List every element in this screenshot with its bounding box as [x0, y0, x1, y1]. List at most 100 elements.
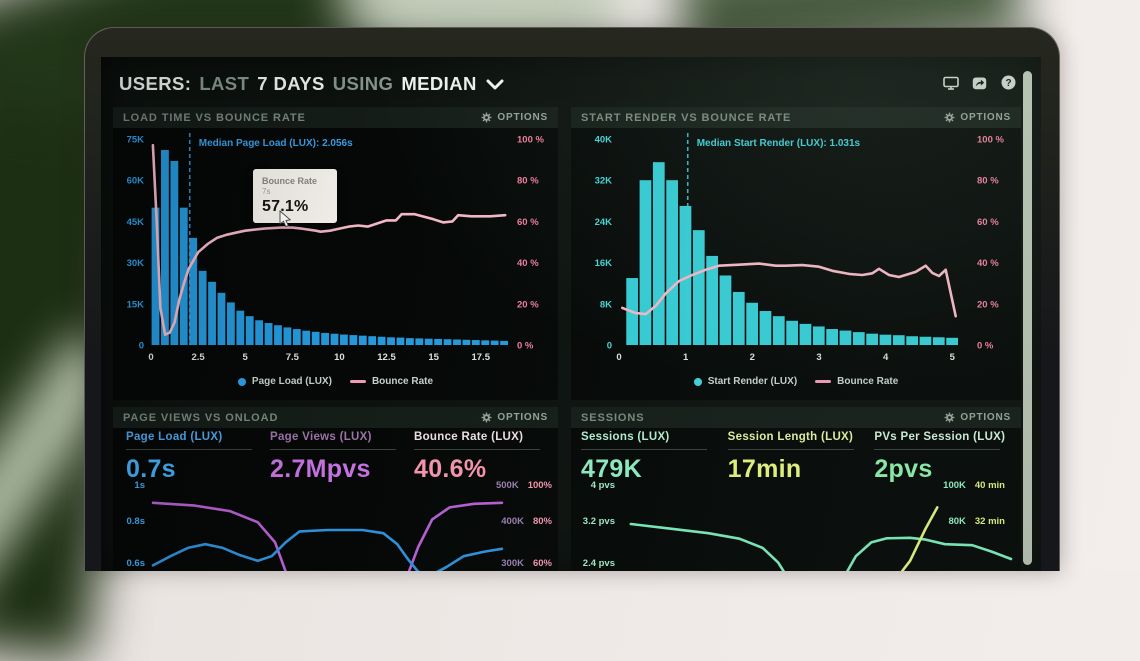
- dashboard-title-dropdown[interactable]: USERS: LAST 7 DAYS USING MEDIAN: [119, 69, 504, 99]
- svg-text:10: 10: [334, 352, 345, 363]
- y-axis-tick-pair: 80K 32 min: [948, 516, 1005, 527]
- svg-text:20 %: 20 %: [517, 299, 539, 310]
- options-button[interactable]: OPTIONS: [944, 412, 1011, 423]
- legend-line-marker: [815, 380, 832, 383]
- y-axis-tick: 0.8s: [126, 516, 146, 527]
- legend-item: Start Render (LUX): [693, 376, 798, 387]
- panel-title: START RENDER VS BOUNCE RATE: [581, 111, 792, 124]
- metric-underline: [270, 449, 396, 450]
- y-axis-tick: 80%: [532, 516, 552, 527]
- metric-label: PVs Per Session (LUX): [874, 431, 1006, 443]
- header-toolbar: ?: [942, 75, 1017, 90]
- legend-item: Page Load (LUX): [237, 376, 332, 387]
- panel-title: LOAD TIME VS BOUNCE RATE: [123, 111, 306, 124]
- legend-dot-marker: [693, 377, 702, 386]
- svg-text:8K: 8K: [600, 299, 612, 310]
- y-axis-tick: 100K: [943, 480, 966, 491]
- y-axis-tick-pair: 100K 40 min: [943, 480, 1005, 491]
- legend: Page Load (LUX) Bounce Rate: [113, 376, 558, 387]
- svg-text:15K: 15K: [127, 299, 145, 310]
- svg-text:40 %: 40 %: [517, 258, 539, 269]
- legend-line-marker: [349, 380, 366, 383]
- metric-value: 0.7s: [126, 455, 176, 483]
- svg-text:100 %: 100 %: [977, 135, 1004, 146]
- svg-text:0: 0: [139, 341, 144, 352]
- display-icon[interactable]: [942, 75, 959, 90]
- svg-text:30K: 30K: [127, 258, 145, 269]
- svg-text:15: 15: [428, 352, 439, 363]
- y-axis-tick: 300K: [501, 558, 524, 569]
- svg-text:0 %: 0 %: [977, 341, 994, 352]
- legend-label: Bounce Rate: [371, 376, 434, 387]
- y-axis-tick-pair: 500K 100%: [496, 480, 552, 491]
- metric-block: PVs Per Session (LUX) 2pvs: [874, 431, 1021, 484]
- svg-text:4: 4: [883, 352, 889, 363]
- y-axis-tick: 400K: [501, 516, 524, 527]
- header-title-part: USING: [332, 73, 394, 94]
- svg-text:60 %: 60 %: [517, 217, 539, 228]
- y-axis-tick: 40 min: [974, 480, 1005, 491]
- svg-text:32K: 32K: [595, 176, 613, 187]
- gear-icon: [481, 412, 492, 423]
- header-title-part: USERS:: [119, 73, 192, 94]
- page-views-onload-chart[interactable]: 1s 0.8s 0.6s 500K 100% 400K 80% 300K 60%: [113, 478, 558, 571]
- options-button[interactable]: OPTIONS: [481, 112, 548, 123]
- help-icon[interactable]: ?: [1000, 75, 1017, 90]
- y-axis-tick-pair: 400K 80%: [501, 516, 552, 527]
- metric-underline: [727, 449, 854, 450]
- svg-text:24K: 24K: [595, 217, 613, 228]
- svg-text:16K: 16K: [595, 258, 613, 269]
- metrics-row: Page Load (LUX) 0.7s Page Views (LUX) 2.7Mp…: [113, 431, 558, 484]
- legend-item: Bounce Rate: [349, 376, 434, 387]
- svg-text:3: 3: [816, 352, 821, 363]
- scrollbar[interactable]: [1023, 71, 1032, 565]
- svg-text:Median Start Render (LUX): 1.0: Median Start Render (LUX): 1.031s: [697, 138, 861, 149]
- metric-label: Page Load (LUX): [126, 431, 223, 443]
- svg-text:45K: 45K: [127, 217, 145, 228]
- svg-text:75K: 75K: [127, 135, 145, 146]
- gear-icon: [481, 112, 492, 123]
- panel-start-render-vs-bounce-rate: START RENDER VS BOUNCE RATE OPTIONS Medi…: [571, 107, 1021, 400]
- metric-value: 2pvs: [874, 455, 933, 483]
- options-button[interactable]: OPTIONS: [481, 412, 548, 423]
- svg-text:60K: 60K: [127, 176, 145, 187]
- y-axis-tick: 4 pvs: [590, 480, 615, 491]
- metric-block: Sessions (LUX) 479K: [581, 431, 728, 484]
- options-button[interactable]: OPTIONS: [944, 112, 1011, 123]
- svg-text:?: ?: [1005, 78, 1011, 89]
- panel-sessions: SESSIONS OPTIONS Sessions (LUX) 479K Sessi…: [571, 407, 1021, 571]
- svg-text:80 %: 80 %: [517, 176, 539, 187]
- svg-text:7.5: 7.5: [286, 352, 300, 363]
- svg-text:1: 1: [683, 352, 689, 363]
- metric-label: Bounce Rate (LUX): [414, 431, 524, 443]
- y-axis-tick: 500K: [495, 480, 519, 491]
- chevron-down-icon: [486, 79, 504, 89]
- load-time-chart[interactable]: Median Page Load (LUX): 2.056s 75K 60K 45K 3…: [113, 107, 558, 400]
- legend-label: Start Render (LUX): [707, 376, 798, 387]
- svg-text:5: 5: [950, 352, 956, 363]
- y-axis-tick-pair: 300K 60%: [501, 558, 552, 569]
- y-axis-tick: 80K: [948, 516, 966, 527]
- panel-title: SESSIONS: [581, 411, 645, 424]
- legend-dot-marker: [237, 377, 246, 386]
- legend: Start Render (LUX) Bounce Rate: [571, 376, 1021, 387]
- legend-item: Bounce Rate: [815, 376, 898, 387]
- metric-underline: [126, 449, 252, 450]
- share-icon[interactable]: [971, 75, 988, 90]
- svg-text:12.5: 12.5: [377, 352, 396, 363]
- start-render-chart[interactable]: Median Start Render (LUX): 1.031s 40K 32K 2…: [571, 107, 1021, 400]
- header-title-part: MEDIAN: [401, 73, 477, 94]
- metric-block: Page Load (LUX) 0.7s: [126, 431, 270, 484]
- metric-label: Page Views (LUX): [270, 431, 372, 443]
- metric-value: 479K: [581, 455, 642, 483]
- sessions-chart[interactable]: 4 pvs 3.2 pvs 2.4 pvs 100K 40 min 80K 32 min: [571, 478, 1021, 571]
- y-axis-tick: 0.6s: [126, 558, 146, 569]
- header-title-part: LAST: [199, 73, 250, 94]
- svg-text:80 %: 80 %: [977, 176, 999, 187]
- metric-block: Session Length (LUX) 17min: [727, 431, 875, 484]
- gear-icon: [944, 412, 955, 423]
- gear-icon: [944, 112, 955, 123]
- dashboard-screen: USERS: LAST 7 DAYS USING MEDIAN ? LOAD TIME …: [101, 57, 1041, 571]
- metric-underline: [414, 449, 540, 450]
